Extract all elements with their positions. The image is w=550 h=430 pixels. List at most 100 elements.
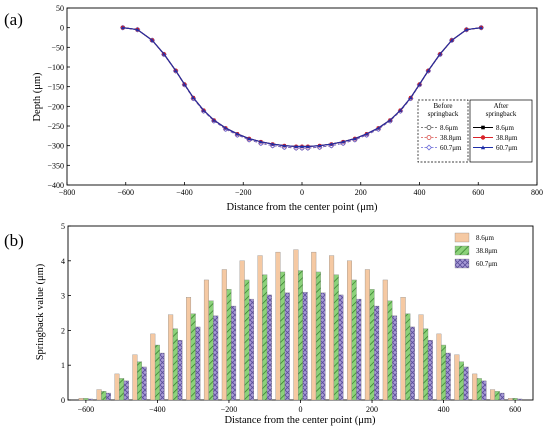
x-tick-label: −200 xyxy=(235,188,252,197)
data-point-after xyxy=(300,144,304,148)
panel-b-legend: 8.6μm 38.8μm 60.7μm xyxy=(454,232,498,269)
data-point-after xyxy=(479,25,483,30)
legend-swatch xyxy=(454,245,470,256)
bar-series-2 xyxy=(517,398,523,401)
panel-a-x-axis: −800 −600 −400 −200 0 200 400 600 800 xyxy=(59,182,543,197)
bar-series-1 xyxy=(280,271,286,401)
y-tick-label: 5 xyxy=(61,222,65,231)
bar-series-0 xyxy=(347,260,352,401)
bar-series-2 xyxy=(427,339,433,401)
x-tick-label: 200 xyxy=(366,405,378,414)
bar-series-1 xyxy=(315,271,321,401)
bar-series-1 xyxy=(387,300,393,401)
bar-series-2 xyxy=(105,392,111,401)
x-tick-label: −600 xyxy=(117,188,134,197)
bar-series-0 xyxy=(490,389,496,401)
bar-series-1 xyxy=(119,378,125,401)
data-point-after xyxy=(464,27,469,32)
data-point-after xyxy=(259,139,263,144)
bar-series-1 xyxy=(333,274,339,401)
data-point-after xyxy=(282,143,287,148)
y-tick-label: 0 xyxy=(61,396,65,405)
bar-series-0 xyxy=(221,269,227,401)
panel-a-x-axis-title: Distance from the center point (μm) xyxy=(226,202,378,213)
bar-series-0 xyxy=(311,251,317,401)
bar-series-2 xyxy=(249,298,254,401)
legend-before-marker xyxy=(426,125,432,130)
bar-series-0 xyxy=(293,249,299,401)
bar-series-2 xyxy=(356,298,362,401)
y-tick-label: −150 xyxy=(47,83,64,92)
y-tick-label: −400 xyxy=(47,181,64,190)
bar-series-1 xyxy=(405,313,411,401)
bar-series-0 xyxy=(329,255,335,401)
data-point-after xyxy=(364,132,369,136)
data-point-after xyxy=(426,68,431,73)
panel-a-legend: Before springback After springback 8.6μm… xyxy=(417,99,533,163)
data-point-after xyxy=(317,143,322,148)
panel-a-y-axis: 50 0 −50 −100 −150 −200 −250 −300 −350 −400 xyxy=(47,4,70,190)
bar-series-0 xyxy=(400,297,406,401)
data-point-after xyxy=(150,38,154,42)
legend-after-marker xyxy=(480,135,486,140)
data-point-after xyxy=(417,82,422,86)
y-tick-label: −250 xyxy=(47,122,64,131)
data-point-after xyxy=(173,68,178,73)
legend-before-marker xyxy=(426,135,432,140)
x-tick-label: −400 xyxy=(149,405,166,414)
data-point-after xyxy=(223,126,228,130)
data-point-after xyxy=(341,139,345,144)
bar-series-1 xyxy=(458,361,464,401)
data-point-after xyxy=(388,118,392,122)
data-point-after xyxy=(247,136,251,141)
panel-a: (a) −800 −600 −400 −200 0 200 400 600 800 50 0 −50… xyxy=(4,4,543,213)
bar-series-1 xyxy=(190,313,196,401)
bar-series-1 xyxy=(441,344,447,401)
legend-after-label: 60.7μm xyxy=(496,144,518,152)
x-tick-label: −400 xyxy=(176,188,193,197)
y-tick-label: 1 xyxy=(61,361,65,370)
panel-b: (b) −600 −400 −200 0 200 400 600 0 1 2 3 4 5 Distan… xyxy=(4,222,534,426)
bar-series-0 xyxy=(132,354,138,401)
panel-a-series xyxy=(119,24,485,151)
y-tick-label: −200 xyxy=(47,102,64,111)
y-tick-label: 3 xyxy=(61,292,65,301)
bar-series-1 xyxy=(226,289,232,401)
legend-after-marker xyxy=(480,145,486,150)
bar-series-2 xyxy=(409,326,415,401)
legend-label: 38.8μm xyxy=(476,247,498,255)
bar-series-0 xyxy=(203,279,209,401)
legend-after-box xyxy=(469,99,533,163)
bar-series-0 xyxy=(150,333,156,401)
data-point-after xyxy=(162,52,166,56)
x-tick-label: 800 xyxy=(531,188,543,197)
panel-b-x-axis-title: Distance from the center point (μm) xyxy=(224,415,376,426)
data-point-after xyxy=(191,95,196,100)
data-point-after xyxy=(438,52,442,56)
bar-series-2 xyxy=(481,380,487,401)
x-tick-label: 400 xyxy=(414,188,426,197)
data-point-after xyxy=(212,118,216,122)
bar-series-0 xyxy=(418,314,424,401)
bar-series-0 xyxy=(78,398,84,401)
bar-series-2 xyxy=(392,315,398,401)
bar-series-2 xyxy=(213,315,219,401)
x-tick-label: −800 xyxy=(59,188,76,197)
y-tick-label: 0 xyxy=(60,24,64,33)
data-point-after xyxy=(121,25,125,30)
bar-series-2 xyxy=(320,292,326,401)
bar-series-1 xyxy=(101,391,107,401)
x-tick-label: −600 xyxy=(78,405,95,414)
bar-series-1 xyxy=(369,289,375,401)
bar-series-2 xyxy=(266,294,272,401)
bar-series-1 xyxy=(351,279,357,401)
legend-after-label: 8.6μm xyxy=(496,124,515,132)
bar-series-0 xyxy=(96,389,102,401)
data-point-after xyxy=(376,126,381,130)
bar-series-1 xyxy=(244,279,250,401)
data-point-after xyxy=(398,108,403,112)
bar-series-2 xyxy=(177,339,183,401)
legend-before-label: 8.6μm xyxy=(440,124,459,132)
bar-series-2 xyxy=(499,392,505,401)
bar-series-2 xyxy=(159,352,165,401)
